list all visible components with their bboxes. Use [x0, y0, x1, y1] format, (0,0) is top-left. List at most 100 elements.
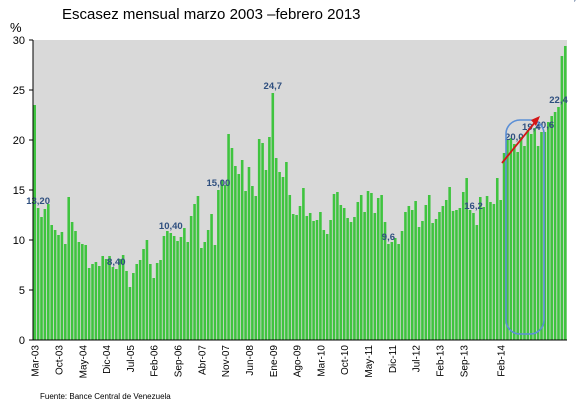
x-tick-label: Mar-10: [316, 345, 327, 377]
bar: [237, 174, 241, 340]
x-tick-label: Abr-07: [197, 345, 208, 375]
bar: [526, 130, 530, 340]
y-tick-label: 30: [13, 35, 25, 47]
bar: [53, 230, 57, 340]
bar: [315, 220, 319, 340]
bar: [81, 244, 84, 340]
data-label: 8,40: [107, 257, 126, 268]
bar: [363, 212, 366, 340]
trend-arrowhead: [531, 116, 540, 126]
bar: [91, 264, 94, 340]
bar: [495, 178, 499, 340]
bar: [145, 240, 149, 340]
bar: [342, 208, 346, 340]
bar: [336, 192, 339, 340]
bar: [533, 128, 536, 340]
bar: [64, 244, 67, 340]
bar: [485, 196, 489, 340]
bar: [553, 112, 557, 340]
bar: [329, 220, 332, 340]
bar: [189, 216, 193, 340]
bar: [162, 236, 166, 340]
bar: [414, 201, 417, 340]
bar: [312, 221, 315, 340]
data-label: 10,40: [159, 221, 183, 232]
bar: [47, 204, 50, 340]
bar: [152, 278, 156, 340]
bar: [346, 218, 349, 340]
bar: [448, 187, 451, 340]
bar: [499, 200, 502, 340]
bar: [543, 132, 547, 340]
bar: [57, 235, 60, 340]
bar: [291, 214, 295, 340]
bar: [472, 213, 475, 340]
bar: [373, 213, 377, 340]
bar: [281, 177, 285, 340]
x-tick-label: Feb-14: [497, 345, 508, 377]
data-label: 20,6: [536, 120, 555, 131]
x-tick-label: May-11: [364, 345, 375, 378]
x-tick-label: Dic-04: [102, 345, 113, 374]
bar: [332, 194, 336, 340]
bar: [50, 225, 53, 340]
bar: [557, 107, 560, 340]
bar: [519, 137, 523, 340]
x-tick-label: Oct-10: [340, 345, 351, 375]
bar: [509, 138, 513, 340]
bar: [475, 225, 479, 340]
bar: [101, 256, 105, 340]
chart-title: Escasez mensual marzo 2003 –febrero 2013: [62, 6, 361, 23]
bar: [172, 236, 176, 340]
y-tick-label: 0: [19, 335, 25, 347]
data-label: 22,4: [549, 95, 568, 106]
bar: [529, 134, 533, 340]
bar: [523, 146, 526, 340]
bar: [302, 188, 305, 340]
x-tick-label: Sep-13: [459, 345, 470, 378]
bars-group: [33, 46, 567, 340]
bar: [230, 148, 234, 340]
x-tick-label: Feb-06: [150, 345, 161, 377]
y-tick-label: 5: [19, 285, 25, 297]
bar: [512, 144, 516, 340]
bar: [159, 260, 162, 340]
bar: [108, 256, 111, 340]
bar: [427, 195, 431, 340]
bar: [455, 210, 458, 340]
bar: [404, 212, 407, 340]
bar: [77, 242, 81, 340]
bar: [200, 248, 203, 340]
x-tick-label: Jul-12: [412, 345, 423, 373]
x-axis: Mar-03 Oct-03 May-04 Dic-04 Jul-05 Feb-06 Sep-…: [31, 345, 508, 379]
bar: [298, 206, 302, 340]
bar: [210, 214, 213, 340]
bar: [325, 234, 329, 340]
bar: [149, 264, 152, 340]
bar: [506, 140, 509, 340]
bar: [502, 153, 506, 340]
bar: [434, 219, 438, 340]
bar: [359, 195, 363, 340]
bar: [132, 273, 135, 340]
y-tick-label: 10: [13, 235, 25, 247]
bar: [458, 208, 462, 340]
bar: [135, 264, 139, 340]
bar: [70, 222, 74, 340]
y-axis: 0 5 10 15 20 25 30: [13, 35, 33, 347]
bar: [400, 231, 404, 340]
x-tick-label: Ago-09: [293, 345, 304, 378]
x-tick-label: Mar-03: [31, 345, 42, 377]
bar: [254, 196, 258, 340]
bar: [183, 228, 186, 340]
bar: [67, 197, 70, 340]
bar: [468, 210, 472, 340]
x-tick-label: Jul-05: [126, 345, 137, 373]
bar: [410, 210, 414, 340]
x-tick-label: May-04: [78, 345, 89, 379]
bar: [461, 192, 465, 340]
bar: [560, 56, 564, 340]
y-tick-label: 15: [13, 185, 25, 197]
data-label: 29,4: [563, 0, 579, 3]
bar: [550, 116, 553, 340]
